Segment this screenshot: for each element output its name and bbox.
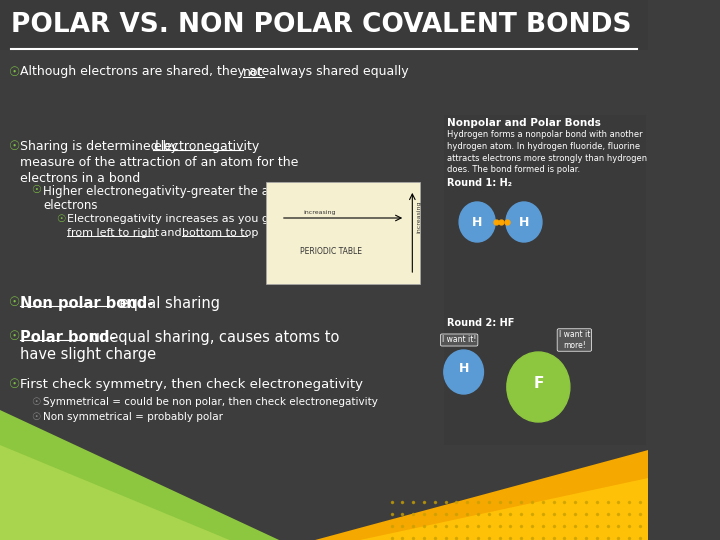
- Text: Higher electronegativity-greater the attraction for: Higher electronegativity-greater the att…: [43, 185, 340, 198]
- Text: Sharing is determined by: Sharing is determined by: [20, 140, 181, 153]
- Text: ☉: ☉: [9, 296, 20, 309]
- Text: ☉: ☉: [9, 378, 20, 391]
- Text: ☉: ☉: [32, 412, 41, 422]
- Text: Electronegativity increases as you go: Electronegativity increases as you go: [67, 214, 275, 224]
- Text: and: and: [157, 228, 185, 238]
- Text: Non polar bond-: Non polar bond-: [20, 296, 153, 311]
- Text: F: F: [534, 376, 544, 392]
- Text: bottom to top: bottom to top: [182, 228, 258, 238]
- Text: ☉: ☉: [32, 185, 42, 195]
- Text: Hydrogen forms a nonpolar bond with another
hydrogen atom. In hydrogen fluoride,: Hydrogen forms a nonpolar bond with anot…: [447, 130, 647, 174]
- Text: from left to right: from left to right: [67, 228, 158, 238]
- Text: electrons in a bond: electrons in a bond: [20, 172, 140, 185]
- Text: I want it
more!: I want it more!: [559, 330, 590, 350]
- Text: H: H: [459, 362, 469, 375]
- Polygon shape: [0, 445, 230, 540]
- Text: Although electrons are shared, they are: Although electrons are shared, they are: [20, 65, 273, 78]
- Text: Polar bond-: Polar bond-: [20, 330, 115, 345]
- Text: not: not: [243, 65, 264, 78]
- Text: ☉: ☉: [9, 65, 20, 78]
- Circle shape: [444, 350, 483, 394]
- Text: ☉: ☉: [9, 330, 20, 343]
- Text: equal sharing: equal sharing: [115, 296, 220, 311]
- Text: ☉: ☉: [9, 140, 20, 153]
- Circle shape: [506, 202, 542, 242]
- FancyBboxPatch shape: [0, 0, 648, 50]
- Text: ☉: ☉: [56, 214, 65, 224]
- Text: increasing: increasing: [303, 210, 336, 215]
- Circle shape: [459, 202, 495, 242]
- Text: H: H: [472, 215, 482, 228]
- Text: measure of the attraction of an atom for the: measure of the attraction of an atom for…: [20, 156, 298, 169]
- FancyBboxPatch shape: [266, 182, 420, 284]
- Text: I want it!: I want it!: [442, 335, 477, 345]
- Circle shape: [507, 352, 570, 422]
- Text: electrons: electrons: [43, 199, 98, 212]
- Text: unequal sharing, causes atoms to: unequal sharing, causes atoms to: [86, 330, 340, 345]
- Text: Round 2: HF: Round 2: HF: [447, 318, 515, 328]
- Text: ☉: ☉: [32, 397, 41, 407]
- Text: Nonpolar and Polar Bonds: Nonpolar and Polar Bonds: [447, 118, 601, 128]
- FancyBboxPatch shape: [444, 115, 647, 445]
- Text: Non symmetrical = probably polar: Non symmetrical = probably polar: [43, 412, 223, 422]
- Text: always shared equally: always shared equally: [265, 65, 408, 78]
- Text: Round 1: H₂: Round 1: H₂: [447, 178, 513, 188]
- Text: POLAR VS. NON POLAR COVALENT BONDS: POLAR VS. NON POLAR COVALENT BONDS: [11, 12, 631, 38]
- Text: PERIODIC TABLE: PERIODIC TABLE: [300, 247, 362, 256]
- Text: increasing: increasing: [416, 200, 421, 233]
- Polygon shape: [315, 450, 648, 540]
- Text: have slight charge: have slight charge: [20, 347, 156, 362]
- Text: H: H: [519, 215, 529, 228]
- Text: electronegativity: electronegativity: [153, 140, 259, 153]
- Polygon shape: [360, 478, 648, 540]
- Text: Symmetrical = could be non polar, then check electronegativity: Symmetrical = could be non polar, then c…: [43, 397, 378, 407]
- Polygon shape: [0, 410, 279, 540]
- Text: First check symmetry, then check electronegativity: First check symmetry, then check electro…: [20, 378, 363, 391]
